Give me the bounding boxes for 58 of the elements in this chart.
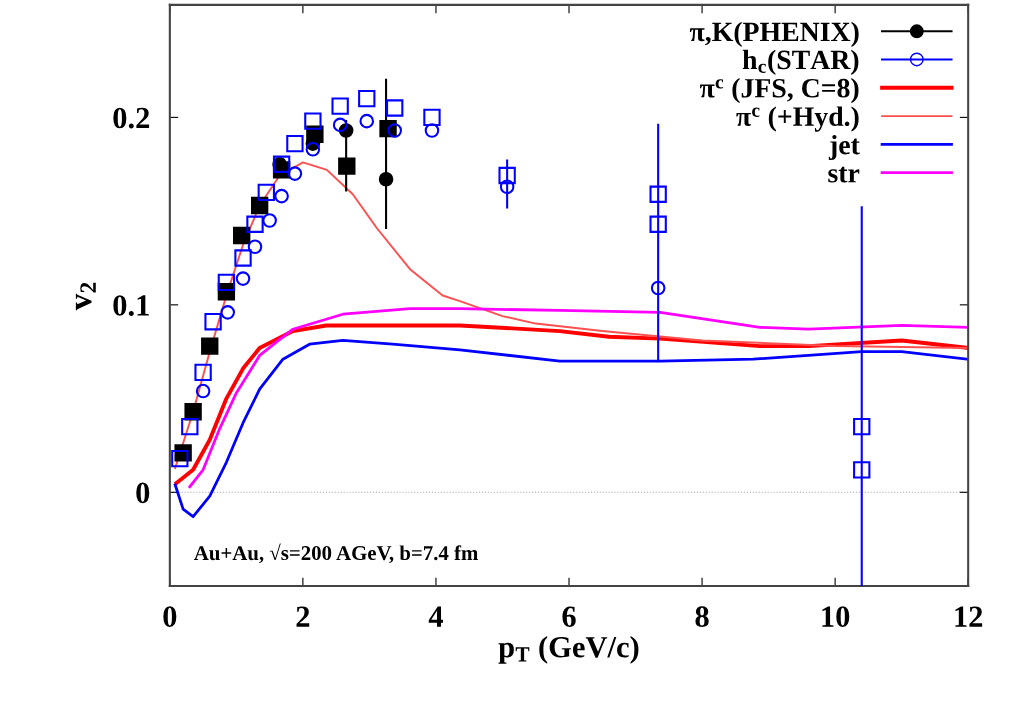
point — [332, 117, 348, 133]
point — [286, 134, 304, 153]
x-tick-label: 6 — [562, 606, 576, 627]
x-tick-label: 2 — [296, 606, 310, 627]
x-tick-label: 10 — [822, 606, 850, 627]
point — [194, 363, 212, 382]
point — [305, 141, 321, 157]
point — [195, 383, 211, 399]
point — [287, 166, 303, 181]
point — [378, 171, 394, 187]
point — [650, 280, 666, 296]
point — [304, 112, 322, 130]
point — [217, 273, 236, 292]
point — [246, 215, 264, 233]
point — [649, 215, 667, 233]
legend-label: π,K(PHENIX) — [689, 21, 859, 47]
point — [274, 188, 289, 204]
point — [235, 271, 251, 286]
point — [649, 185, 667, 203]
x-tick-label: 8 — [695, 606, 709, 627]
legend-label: h$_{c}$(STAR) — [742, 49, 859, 75]
point — [220, 305, 236, 320]
point — [853, 418, 871, 436]
point — [498, 166, 516, 185]
point — [338, 157, 356, 175]
y-axis-title: v$_{2}$ — [75, 282, 96, 311]
x-tick-label: 12 — [955, 606, 983, 627]
y-tick-label: 0.2 — [113, 107, 150, 129]
point — [272, 155, 291, 173]
point — [171, 449, 189, 468]
x-axis-title: p$_{T}$ (GeV/c) — [498, 635, 639, 664]
point — [423, 108, 441, 127]
point — [359, 113, 375, 129]
point — [331, 97, 349, 115]
y-tick-label: 0.1 — [113, 295, 149, 316]
annotation: Au+Au, √s=200 AGeV, b=7.4 fm — [193, 543, 478, 564]
point — [358, 89, 376, 108]
point — [234, 249, 252, 267]
point — [247, 239, 263, 255]
legend-label: jet — [828, 134, 860, 161]
y-tick-label: 0 — [136, 482, 150, 504]
point — [853, 461, 871, 479]
point — [424, 123, 440, 138]
point — [262, 213, 277, 228]
point — [184, 403, 202, 421]
x-tick-label: 0 — [163, 606, 177, 627]
point — [387, 123, 402, 138]
point — [257, 183, 275, 202]
legend-label: str — [828, 166, 860, 183]
point — [204, 313, 222, 331]
point — [181, 418, 199, 436]
point — [499, 179, 515, 195]
point — [201, 337, 219, 355]
point — [386, 99, 404, 117]
legend-label: π$^{c}$ (JFS, C=8) — [699, 78, 859, 104]
point — [233, 226, 251, 245]
x-tick-label: 4 — [428, 606, 444, 627]
legend-label: π$^{c}$ (+Hyd.) — [736, 106, 859, 132]
